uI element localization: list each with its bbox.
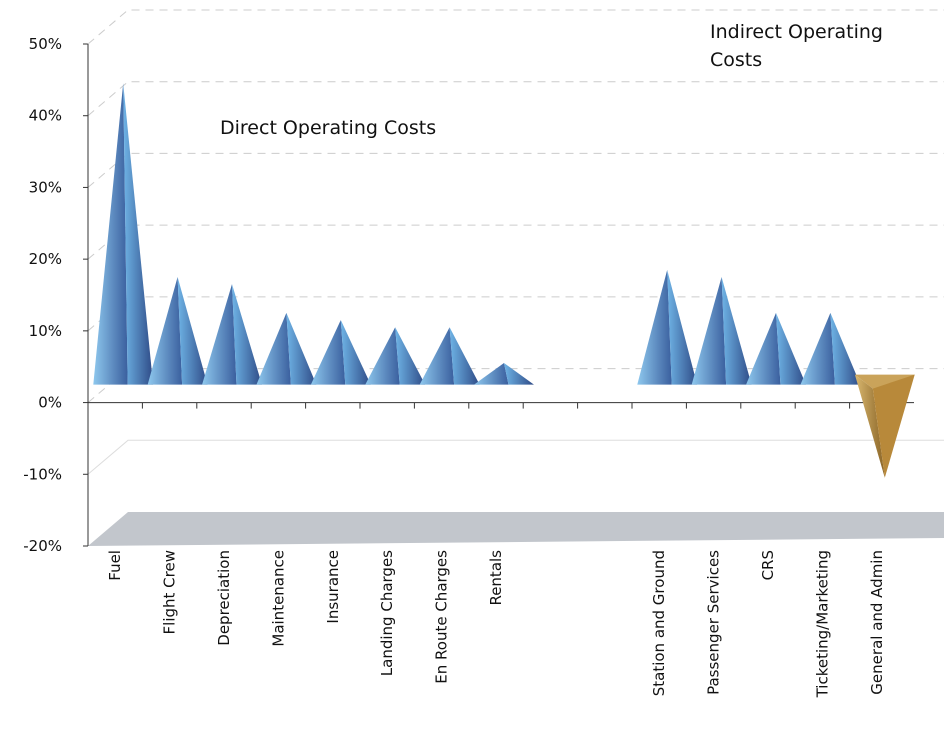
pyramid [256, 312, 317, 385]
pyramid-right-face [721, 277, 752, 385]
grid-segment [87, 368, 944, 403]
pyramid-left-face [746, 312, 781, 385]
pyramid [202, 284, 262, 385]
y-tick-label: 30% [29, 178, 62, 196]
grid-line [87, 368, 944, 403]
x-tick-label: Maintenance [269, 550, 287, 647]
grid-line [87, 224, 944, 260]
grid-line [87, 439, 944, 475]
grid-line [87, 81, 944, 117]
x-tick-label: Depreciation [215, 550, 233, 646]
pyramid-right-face [449, 327, 480, 385]
pyramid [310, 320, 371, 385]
pyramid-left-face [691, 277, 727, 385]
pyramid-left-face [637, 269, 672, 385]
annotation: Direct Operating Costs [220, 117, 437, 139]
pyramid-left-face [93, 83, 128, 385]
grid-segment [87, 224, 944, 260]
pyramid [147, 277, 208, 385]
y-tick-label: -10% [23, 465, 62, 483]
x-tick-label: Ticketing/Marketing [813, 550, 831, 698]
pyramid-right-face [830, 312, 861, 385]
grid-segment [87, 152, 944, 188]
grid-line [87, 296, 944, 332]
pyramid [419, 327, 480, 385]
pyramid-left-face [202, 284, 237, 385]
x-tick-label: Flight Crew [161, 550, 179, 634]
pyramid-right-face [872, 374, 915, 478]
floor [88, 512, 944, 546]
pyramid [854, 374, 915, 478]
pyramid-left-face [800, 312, 835, 385]
x-tick-label: Fuel [106, 550, 124, 581]
y-tick-label: 50% [29, 35, 62, 53]
pyramid-right-face [340, 320, 371, 385]
x-tick-label: Rentals [487, 550, 505, 606]
grid-segment [87, 9, 944, 45]
grid-segment [87, 296, 944, 332]
pyramid-left-face [419, 327, 455, 385]
pyramid-left-face [365, 327, 400, 385]
pyramid-left-face [310, 320, 346, 385]
x-tick-label: Landing Charges [378, 550, 396, 676]
pyramid [800, 312, 861, 385]
y-tick-label: 40% [29, 107, 62, 125]
x-tick-label: Passenger Services [705, 550, 723, 695]
y-tick-label: 0% [38, 394, 62, 412]
pyramid-right-face [504, 363, 534, 385]
pyramid [691, 277, 752, 385]
x-tick-label: General and Admin [868, 550, 886, 695]
pyramid [637, 269, 698, 385]
grid-segment [87, 439, 944, 475]
y-tick-label: 10% [29, 322, 62, 340]
pyramid [474, 363, 534, 385]
annotation: Indirect Operating Costs [710, 21, 883, 71]
grid-segment [87, 81, 944, 117]
x-tick-label: CRS [759, 550, 777, 580]
pyramid-right-face [395, 327, 426, 385]
pyramid-left-face [474, 363, 509, 385]
x-tick-label: Insurance [324, 550, 342, 624]
y-tick-label: -20% [23, 537, 62, 555]
x-tick-label: Station and Ground [650, 550, 668, 696]
pyramid [746, 312, 806, 385]
pyramid-left-face [854, 374, 885, 478]
pyramid-right-face [286, 312, 317, 385]
pyramid [93, 83, 154, 385]
pyramid-right-face [177, 277, 208, 385]
pyramid-right-face [776, 312, 806, 385]
pyramid-right-face [123, 83, 154, 385]
x-tick-label: En Route Charges [433, 550, 451, 684]
grid-line [87, 9, 944, 45]
y-tick-label: 20% [29, 250, 62, 268]
pyramid-left-face [147, 277, 183, 385]
pyramid-right-face [232, 284, 262, 385]
pyramid-left-face [256, 312, 291, 385]
pyramid-right-face [667, 269, 698, 385]
grid-line [87, 152, 944, 188]
pyramid [365, 327, 426, 385]
